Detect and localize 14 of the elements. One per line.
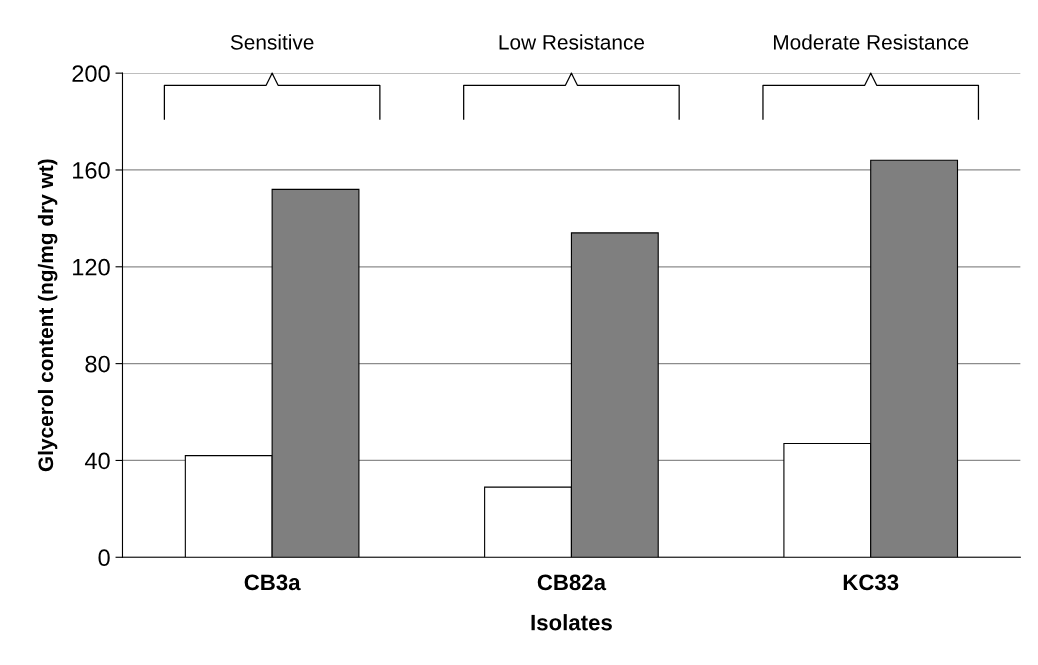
x-tick-label: KC33 (843, 574, 899, 591)
text: Low Resistance (499, 34, 645, 50)
x-tick-label: CB3a (244, 574, 301, 591)
x-axis-title: Isolates (531, 614, 612, 631)
text: Sensitive (230, 34, 314, 50)
y-tick-label: 200 (72, 65, 110, 82)
y-tick-label: 160 (73, 162, 110, 179)
text: Moderate Resistance (774, 34, 969, 50)
y-tick-label: 0 (98, 549, 110, 567)
y-tick-label: 40 (84, 452, 110, 470)
y-tick-label: 120 (73, 258, 110, 276)
x-tick-label: CB82a (537, 574, 607, 591)
y-axis-title: Glycerol content (ng/mg dry wt) (37, 159, 58, 472)
y-tick-label: 80 (85, 355, 110, 373)
